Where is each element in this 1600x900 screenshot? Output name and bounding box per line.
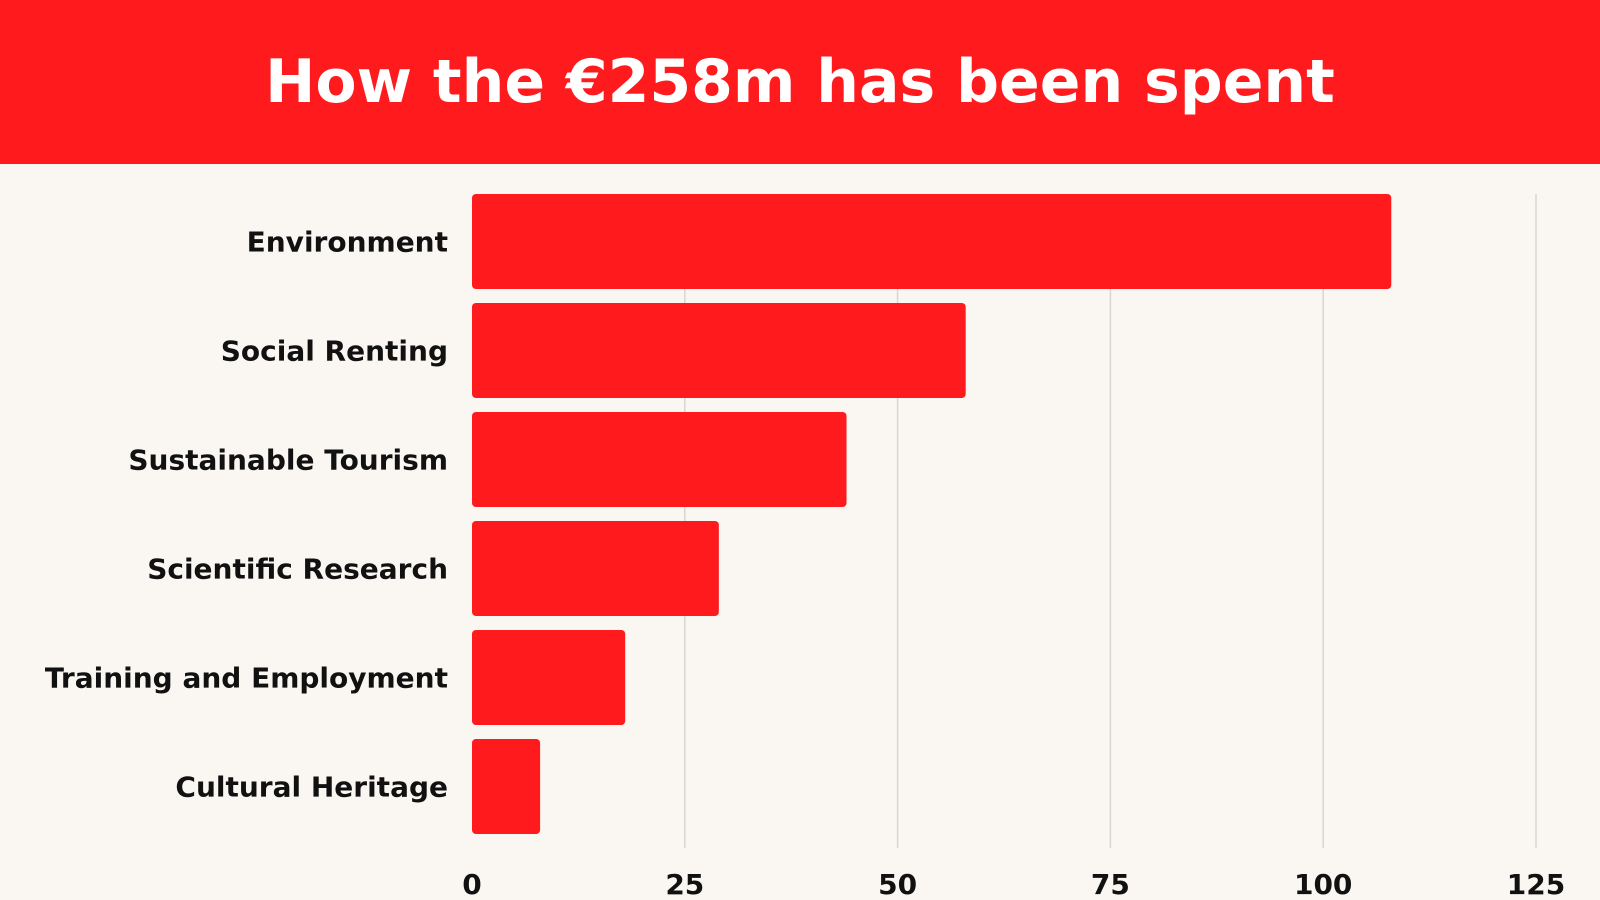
- x-tick-label: 100: [1294, 868, 1352, 900]
- category-label: Cultural Heritage: [175, 771, 448, 804]
- category-labels: Environment Social Renting Sustainable Tou…: [45, 226, 448, 804]
- category-label: Social Renting: [221, 335, 448, 368]
- x-tick-label: 25: [665, 868, 704, 900]
- x-tick-label: 125: [1507, 868, 1565, 900]
- chart-title: How the €258m has been spent: [265, 47, 1335, 117]
- bar-training-and-employment: [472, 630, 626, 725]
- category-label: Environment: [247, 226, 448, 259]
- category-label: Sustainable Tourism: [128, 444, 448, 477]
- x-tick-label: 75: [1091, 868, 1130, 900]
- bar-sustainable-tourism: [472, 412, 847, 507]
- bar-chart: Environment Social Renting Sustainable Tou…: [45, 194, 1565, 900]
- x-tick-label: 0: [462, 868, 481, 900]
- gridlines: [684, 194, 1537, 848]
- x-tick-label: 50: [878, 868, 917, 900]
- bar-scientific-research: [472, 521, 719, 616]
- bar-cultural-heritage: [472, 739, 541, 834]
- category-label: Training and Employment: [45, 662, 448, 695]
- chart-header: How the €258m has been spent: [0, 0, 1600, 164]
- bar-social-renting: [472, 303, 966, 398]
- bars: [472, 194, 1392, 834]
- x-tick-labels: 0 25 50 75 100 125: [462, 868, 1565, 900]
- category-label: Scientific Research: [147, 553, 448, 586]
- bar-environment: [472, 194, 1392, 289]
